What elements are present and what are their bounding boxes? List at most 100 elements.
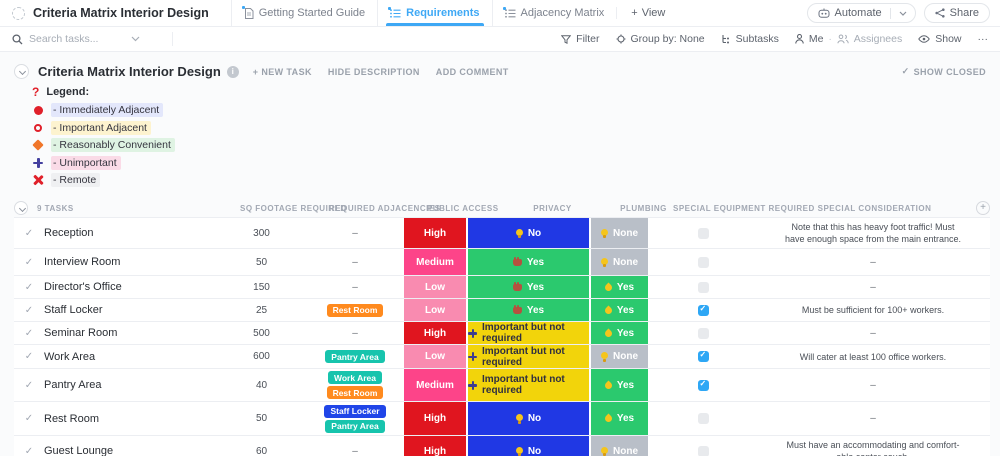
chevron-down-icon[interactable] [131, 36, 140, 42]
equipment-checkbox[interactable] [697, 413, 709, 425]
column-public-access[interactable]: PUBLIC ACCESS [427, 203, 499, 213]
adjacency-tag[interactable]: Staff Locker [324, 404, 386, 418]
plumbing-cell[interactable]: Yes [591, 322, 650, 345]
task-name[interactable]: Pantry Area [44, 379, 102, 392]
adjacency-tag[interactable]: Pantry Area [325, 419, 385, 433]
sq-footage-value[interactable]: 500 [253, 327, 270, 339]
adjacency-tag[interactable]: Rest Room [326, 386, 384, 400]
task-check-icon[interactable] [14, 249, 44, 275]
task-name[interactable]: Interview Room [44, 256, 121, 269]
equipment-checkbox[interactable] [697, 256, 709, 268]
table-row[interactable]: Rest Room 50 Staff Locker Pantry Area Hi… [14, 402, 990, 437]
adjacencies-cell[interactable]: – [352, 281, 358, 293]
privacy-cell[interactable]: Important but not required [468, 369, 591, 402]
consideration-note[interactable]: – [870, 281, 876, 293]
task-check-icon[interactable] [14, 345, 44, 368]
consideration-note[interactable]: Must be sufficient for 100+ workers. [801, 305, 945, 316]
column-sq-footage[interactable]: SQ FOOTAGE REQUIRED [240, 203, 347, 213]
equipment-checkbox[interactable] [697, 304, 709, 316]
equipment-checkbox[interactable] [697, 445, 709, 456]
public-access-cell[interactable]: High [404, 322, 468, 345]
equipment-checkbox[interactable] [697, 281, 709, 293]
adjacencies-cell[interactable]: Staff Locker Pantry Area [306, 402, 404, 435]
plumbing-cell[interactable]: Yes [591, 276, 650, 299]
table-row[interactable]: Seminar Room 500 – High Important but no… [14, 322, 990, 346]
group-by-button[interactable]: Group by: None [616, 33, 705, 45]
consideration-note[interactable]: Must have an accommodating and comfort-a… [786, 440, 960, 456]
add-comment-button[interactable]: ADD COMMENT [435, 66, 509, 77]
task-check-icon[interactable] [14, 402, 44, 435]
collapse-list-button[interactable] [14, 64, 29, 79]
task-name[interactable]: Reception [44, 227, 94, 240]
public-access-cell[interactable]: Low [404, 345, 468, 369]
automate-dropdown-button[interactable] [889, 7, 915, 19]
table-row[interactable]: Guest Lounge 60 – High No None Must have… [14, 436, 990, 456]
tab-requirements[interactable]: Requirements [377, 0, 491, 26]
sq-footage-value[interactable]: 150 [253, 281, 270, 293]
task-name[interactable]: Seminar Room [44, 327, 118, 340]
consideration-note[interactable]: – [870, 413, 876, 425]
sq-footage-value[interactable]: 300 [253, 227, 270, 239]
consideration-note[interactable]: Note that this has heavy foot traffic! M… [784, 222, 962, 245]
consideration-note[interactable]: – [870, 327, 876, 339]
table-row[interactable]: Work Area 600 Pantry Area Low Important … [14, 345, 990, 370]
tab-adjacency-matrix[interactable]: Adjacency Matrix [491, 0, 617, 26]
automate-button[interactable]: Automate [808, 4, 890, 22]
adjacencies-cell[interactable]: – [352, 227, 358, 239]
public-access-cell[interactable]: Low [404, 299, 468, 322]
column-tasks[interactable]: 9 TASKS [37, 203, 74, 213]
column-consideration[interactable]: SPECIAL CONSIDERATION [817, 203, 932, 213]
search-input[interactable] [29, 33, 125, 45]
subtasks-button[interactable]: Subtasks [721, 33, 779, 45]
privacy-cell[interactable]: Yes [468, 249, 591, 276]
public-access-cell[interactable]: Low [404, 276, 468, 299]
column-privacy[interactable]: PRIVACY [533, 203, 572, 213]
table-row[interactable]: Staff Locker 25 Rest Room Low Yes Yes Mu… [14, 299, 990, 323]
collapse-group-button[interactable] [14, 201, 28, 215]
adjacencies-cell[interactable]: Pantry Area [306, 345, 404, 368]
public-access-cell[interactable]: High [404, 402, 468, 436]
equipment-checkbox[interactable] [697, 227, 709, 239]
adjacency-tag[interactable]: Work Area [327, 371, 383, 385]
me-button[interactable]: Me [795, 33, 823, 45]
info-icon[interactable]: i [226, 65, 239, 78]
task-name[interactable]: Work Area [44, 350, 96, 363]
adjacency-tag[interactable]: Pantry Area [325, 350, 385, 364]
sq-footage-value[interactable]: 60 [255, 445, 268, 456]
adjacencies-cell[interactable]: Rest Room [306, 299, 404, 321]
table-row[interactable]: Director's Office 150 – Low Yes Yes – [14, 276, 990, 300]
public-access-cell[interactable]: Medium [404, 369, 468, 402]
privacy-cell[interactable]: No [468, 436, 591, 456]
consideration-note[interactable]: – [870, 379, 876, 391]
task-name[interactable]: Guest Lounge [44, 445, 114, 456]
privacy-cell[interactable]: No [468, 218, 591, 249]
task-name[interactable]: Staff Locker [44, 304, 103, 317]
privacy-cell[interactable]: No [468, 402, 591, 436]
plumbing-cell[interactable]: Yes [591, 299, 650, 322]
hide-description-button[interactable]: HIDE DESCRIPTION [327, 66, 420, 77]
sq-footage-value[interactable]: 50 [255, 413, 268, 425]
task-check-icon[interactable] [14, 276, 44, 298]
task-name[interactable]: Rest Room [44, 412, 100, 425]
task-check-icon[interactable] [14, 436, 44, 456]
filter-button[interactable]: Filter [561, 33, 600, 45]
assignees-button[interactable]: Assignees [837, 33, 902, 45]
table-row[interactable]: Pantry Area 40 Work Area Rest Room Mediu… [14, 369, 990, 403]
task-check-icon[interactable] [14, 218, 44, 248]
plumbing-cell[interactable]: None [591, 249, 650, 276]
adjacencies-cell[interactable]: – [352, 327, 358, 339]
show-button[interactable]: Show [918, 33, 962, 45]
sq-footage-value[interactable]: 40 [255, 379, 268, 391]
plumbing-cell[interactable]: Yes [591, 369, 650, 402]
plumbing-cell[interactable]: Yes [591, 402, 650, 436]
adjacencies-cell[interactable]: Work Area Rest Room [306, 369, 404, 401]
consideration-note[interactable]: – [870, 256, 876, 268]
add-view-button[interactable]: + View [616, 7, 679, 19]
equipment-checkbox[interactable] [697, 379, 709, 391]
public-access-cell[interactable]: High [404, 218, 468, 249]
sq-footage-value[interactable]: 25 [255, 304, 268, 316]
public-access-cell[interactable]: Medium [404, 249, 468, 276]
share-button[interactable]: Share [923, 3, 990, 23]
consideration-note[interactable]: Will cater at least 100 office workers. [799, 351, 947, 362]
sq-footage-value[interactable]: 600 [253, 351, 270, 363]
